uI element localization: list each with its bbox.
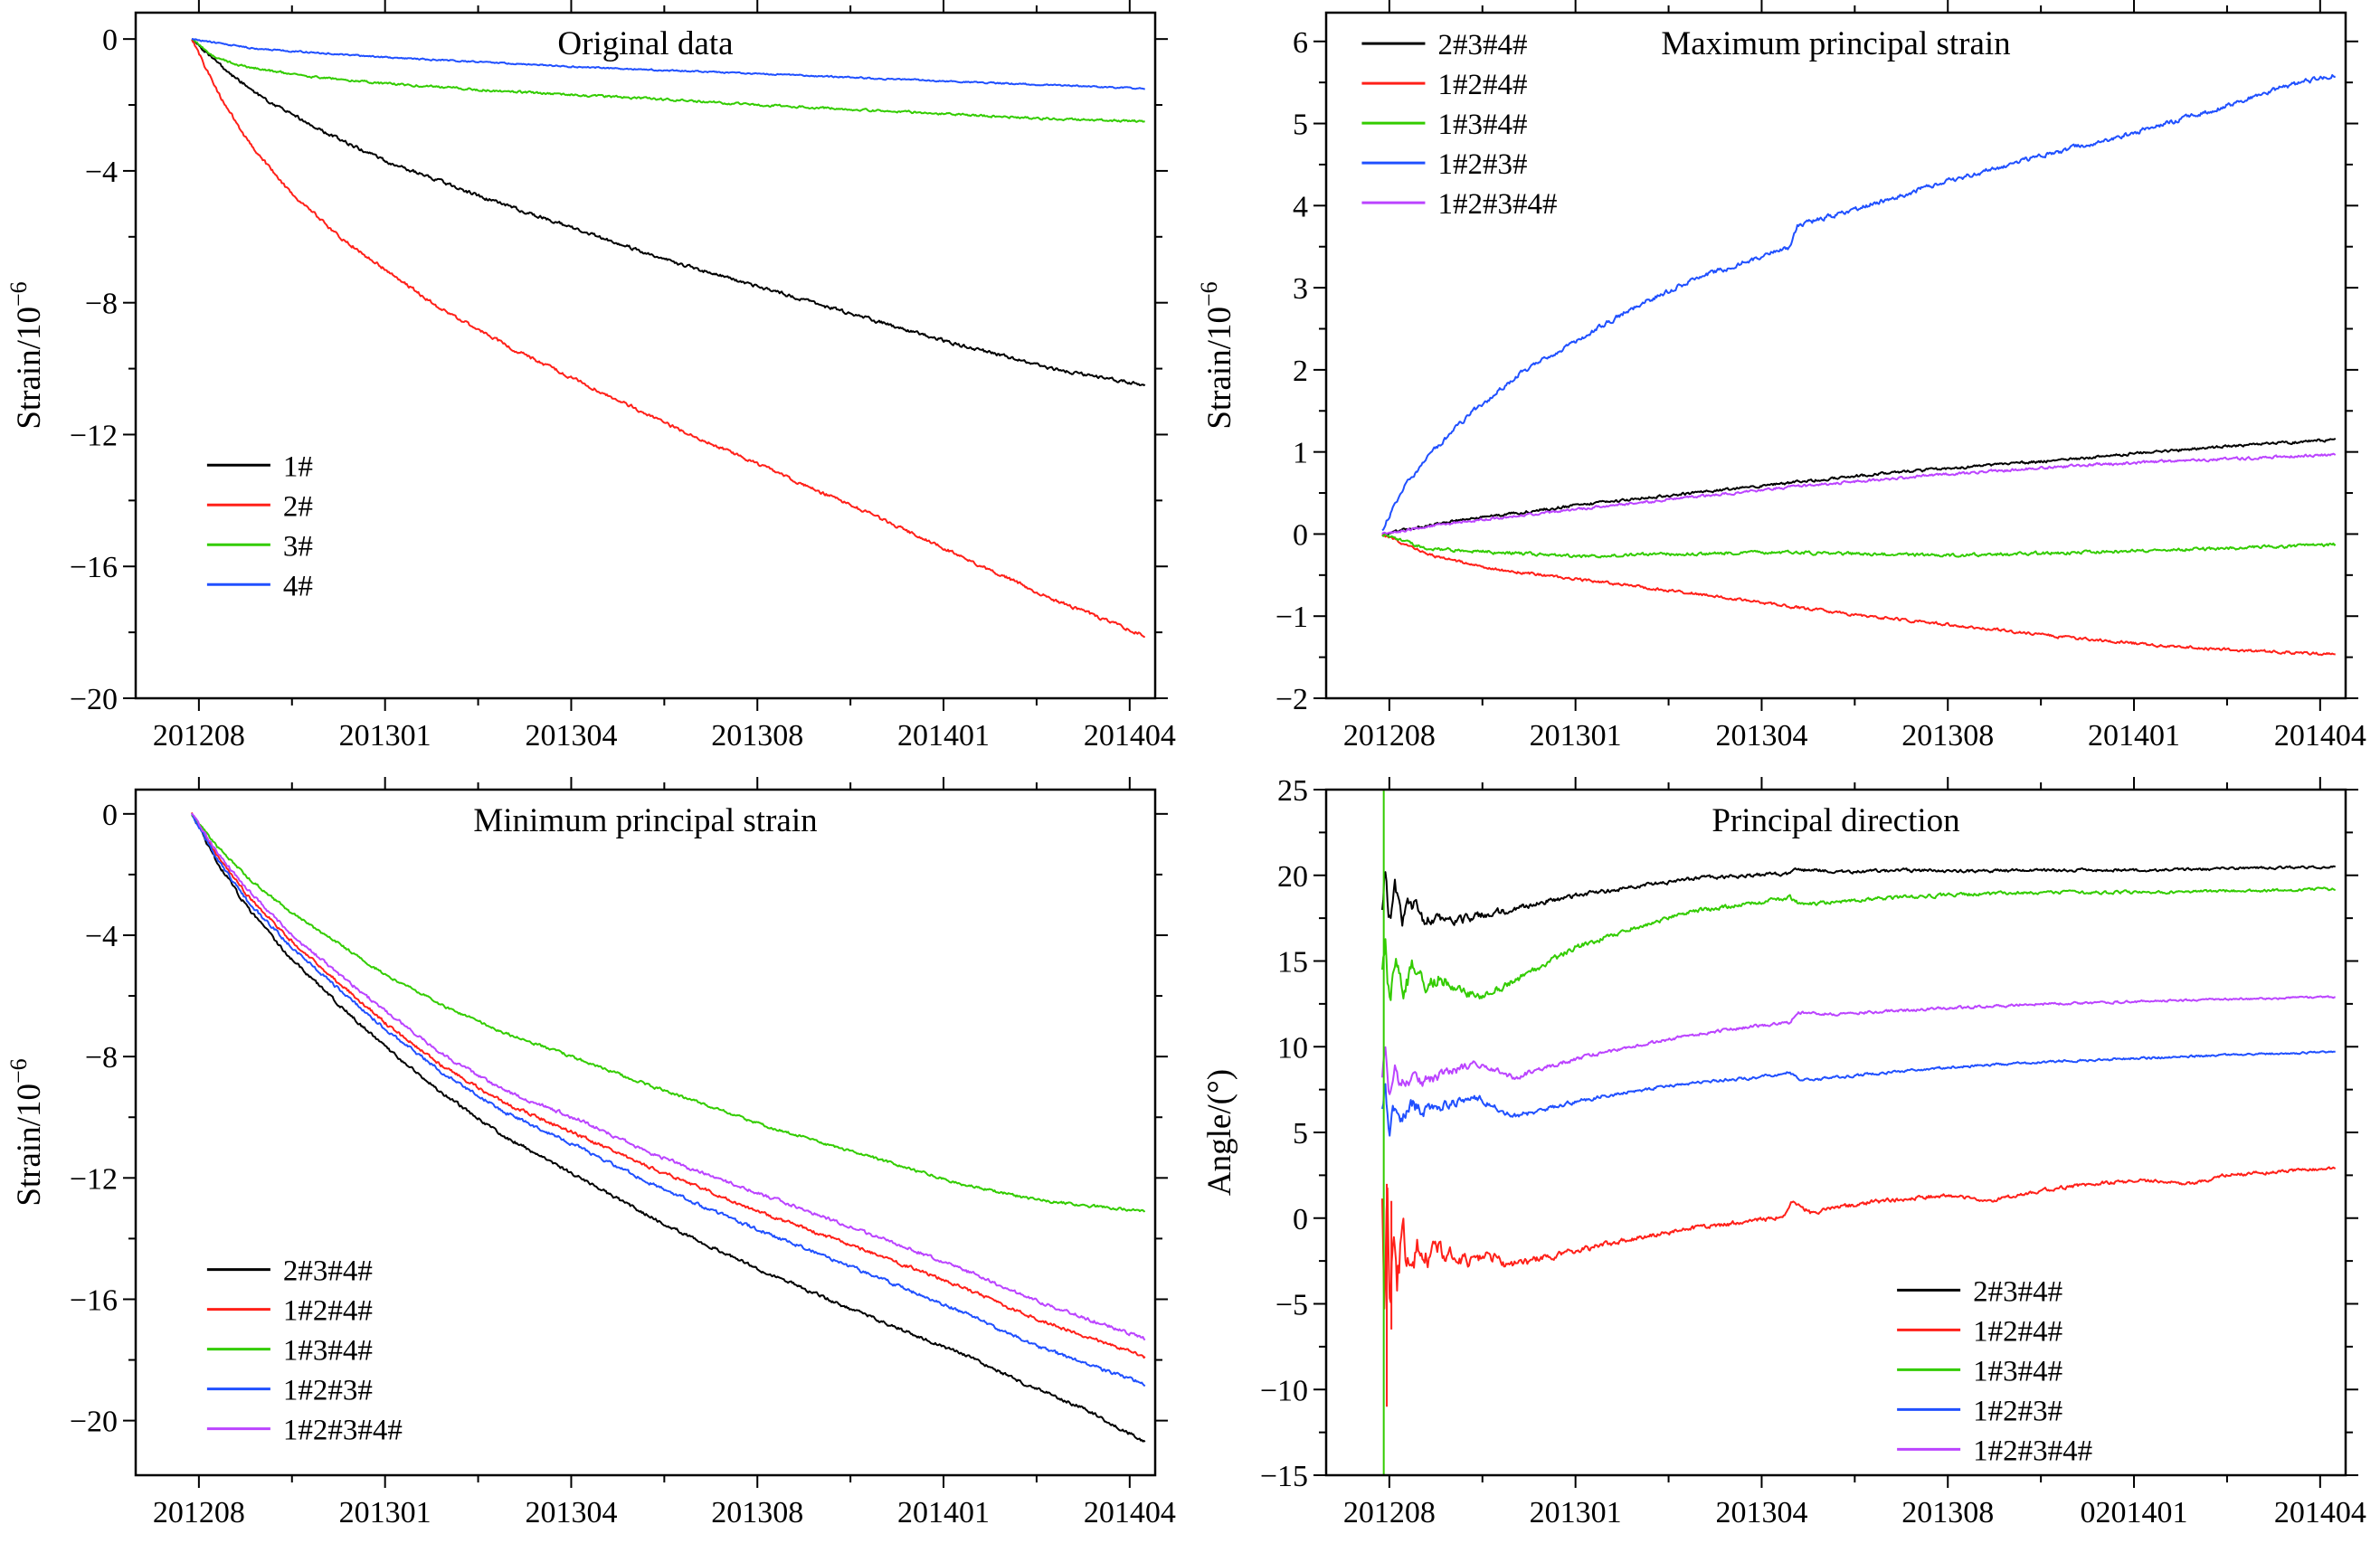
svg-text:Strain/10−6: Strain/10−6 xyxy=(5,281,48,429)
svg-text:−15: −15 xyxy=(1260,1460,1308,1493)
svg-text:20: 20 xyxy=(1277,860,1308,894)
minimum-principal-strain-plot: 201208 201301 201304 201308 201401 201404 0 −4 −… xyxy=(5,777,1176,1529)
svg-text:6: 6 xyxy=(1293,26,1308,60)
svg-text:4: 4 xyxy=(1293,190,1308,223)
svg-text:201208: 201208 xyxy=(153,1496,245,1529)
svg-text:−10: −10 xyxy=(1260,1374,1308,1407)
panel-maximum-principal-strain: 201208 201301 201304 201308 201401 201404 6 5 4 3… xyxy=(1190,0,2380,776)
svg-text:0: 0 xyxy=(1293,518,1308,552)
principal-direction-plot: 201208 201301 201304 201308 0201401 201404 25 2… xyxy=(1201,777,2366,1529)
svg-text:1#3#4#: 1#3#4# xyxy=(1437,109,1527,141)
svg-text:1#2#4#: 1#2#4# xyxy=(1973,1315,2062,1348)
svg-text:1#2#3#: 1#2#3# xyxy=(283,1375,373,1407)
svg-text:201301: 201301 xyxy=(339,1496,431,1529)
svg-text:201401: 201401 xyxy=(897,719,990,753)
svg-text:201208: 201208 xyxy=(1343,1496,1436,1529)
svg-text:−16: −16 xyxy=(70,1283,118,1317)
svg-text:−16: −16 xyxy=(70,551,118,584)
svg-text:201401: 201401 xyxy=(2088,719,2180,753)
svg-text:201401: 201401 xyxy=(897,1496,990,1529)
panel-principal-direction: 201208 201301 201304 201308 0201401 201404 25 2… xyxy=(1190,777,2380,1553)
svg-text:1#3#4#: 1#3#4# xyxy=(283,1335,373,1368)
svg-text:Maximum principal strain: Maximum principal strain xyxy=(1661,25,2010,62)
svg-text:201308: 201308 xyxy=(1901,1496,1994,1529)
svg-text:201304: 201304 xyxy=(1715,719,1807,753)
svg-text:2#3#4#: 2#3#4# xyxy=(1437,29,1527,62)
svg-text:201301: 201301 xyxy=(339,719,431,753)
svg-text:10: 10 xyxy=(1277,1031,1308,1065)
svg-text:−8: −8 xyxy=(85,1041,118,1075)
panel-original-data: 201208 201301 201304 201308 201401 201404 0 −4 −… xyxy=(0,0,1190,776)
svg-text:−8: −8 xyxy=(85,288,118,321)
svg-text:0: 0 xyxy=(102,799,118,832)
svg-text:25: 25 xyxy=(1277,777,1308,808)
svg-text:Principal direction: Principal direction xyxy=(1712,802,1959,839)
maximum-principal-strain-plot: 201208 201301 201304 201308 201401 201404 6 5 4 3… xyxy=(1196,0,2366,753)
svg-text:201404: 201404 xyxy=(2274,1496,2366,1529)
svg-text:201304: 201304 xyxy=(525,719,617,753)
svg-text:3#: 3# xyxy=(283,530,313,563)
svg-text:201404: 201404 xyxy=(1084,1496,1176,1529)
svg-text:201301: 201301 xyxy=(1530,1496,1622,1529)
svg-text:−4: −4 xyxy=(85,920,118,953)
svg-text:−12: −12 xyxy=(70,1162,118,1196)
svg-text:1#3#4#: 1#3#4# xyxy=(1973,1355,2062,1387)
svg-text:Strain/10−6: Strain/10−6 xyxy=(5,1058,48,1206)
svg-text:1#2#4#: 1#2#4# xyxy=(1437,69,1527,101)
svg-text:201404: 201404 xyxy=(2274,719,2366,753)
svg-text:0: 0 xyxy=(1293,1203,1308,1236)
svg-text:−12: −12 xyxy=(70,419,118,452)
svg-text:Strain/10−6: Strain/10−6 xyxy=(1196,281,1238,429)
svg-text:2#3#4#: 2#3#4# xyxy=(283,1255,373,1288)
svg-text:201301: 201301 xyxy=(1530,719,1622,753)
svg-text:1#2#3#: 1#2#3# xyxy=(1437,148,1527,181)
svg-text:1#2#3#: 1#2#3# xyxy=(1973,1395,2062,1427)
svg-text:201304: 201304 xyxy=(525,1496,617,1529)
svg-text:−5: −5 xyxy=(1275,1289,1308,1322)
svg-text:1#2#4#: 1#2#4# xyxy=(283,1295,373,1328)
svg-text:−20: −20 xyxy=(70,683,118,716)
svg-text:201208: 201208 xyxy=(1343,719,1436,753)
svg-text:201404: 201404 xyxy=(1084,719,1176,753)
svg-text:−20: −20 xyxy=(70,1406,118,1439)
svg-text:201308: 201308 xyxy=(711,1496,803,1529)
svg-text:2: 2 xyxy=(1293,355,1308,388)
svg-text:2#3#4#: 2#3#4# xyxy=(1973,1275,2062,1308)
svg-text:0201401: 0201401 xyxy=(2081,1496,2188,1529)
svg-text:Original data: Original data xyxy=(557,25,733,62)
svg-text:2#: 2# xyxy=(283,490,313,523)
svg-text:1#2#3#4#: 1#2#3#4# xyxy=(283,1415,403,1447)
svg-text:1#: 1# xyxy=(283,450,313,483)
svg-text:5: 5 xyxy=(1293,1117,1308,1151)
svg-text:1: 1 xyxy=(1293,437,1308,470)
svg-text:201308: 201308 xyxy=(1901,719,1994,753)
svg-text:0: 0 xyxy=(102,24,118,57)
svg-text:1#2#3#4#: 1#2#3#4# xyxy=(1973,1435,2092,1467)
svg-text:−4: −4 xyxy=(85,156,118,189)
svg-text:201208: 201208 xyxy=(153,719,245,753)
original-data-plot: 201208 201301 201304 201308 201401 201404 0 −4 −… xyxy=(5,0,1176,753)
svg-text:−1: −1 xyxy=(1275,601,1308,634)
svg-text:4#: 4# xyxy=(283,570,313,602)
svg-text:201308: 201308 xyxy=(711,719,803,753)
svg-text:201304: 201304 xyxy=(1715,1496,1807,1529)
svg-text:1#2#3#4#: 1#2#3#4# xyxy=(1437,188,1557,221)
svg-text:15: 15 xyxy=(1277,946,1308,980)
svg-text:−2: −2 xyxy=(1275,683,1308,716)
svg-text:3: 3 xyxy=(1293,272,1308,306)
svg-text:Angle/(°): Angle/(°) xyxy=(1201,1069,1238,1196)
panel-minimum-principal-strain: 201208 201301 201304 201308 201401 201404 0 −4 −… xyxy=(0,777,1190,1553)
svg-text:Minimum principal strain: Minimum principal strain xyxy=(473,802,817,839)
svg-text:5: 5 xyxy=(1293,109,1308,142)
